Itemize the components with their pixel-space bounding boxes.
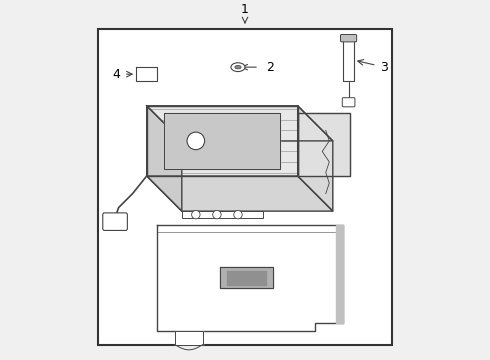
FancyBboxPatch shape xyxy=(341,35,357,42)
Text: 1: 1 xyxy=(241,3,249,16)
Text: 3: 3 xyxy=(380,60,388,74)
FancyBboxPatch shape xyxy=(343,98,355,107)
Circle shape xyxy=(234,211,242,219)
Ellipse shape xyxy=(231,63,245,72)
Polygon shape xyxy=(136,67,157,81)
Polygon shape xyxy=(227,271,266,285)
Polygon shape xyxy=(297,106,333,211)
Polygon shape xyxy=(147,176,333,211)
Polygon shape xyxy=(147,106,182,211)
FancyBboxPatch shape xyxy=(103,213,127,230)
Circle shape xyxy=(192,211,200,219)
Polygon shape xyxy=(220,267,273,288)
Text: 2: 2 xyxy=(266,60,274,74)
Bar xyxy=(98,28,392,345)
Polygon shape xyxy=(157,225,343,330)
Polygon shape xyxy=(336,225,343,324)
Polygon shape xyxy=(147,106,333,141)
Polygon shape xyxy=(343,39,354,81)
Circle shape xyxy=(187,132,205,150)
Circle shape xyxy=(213,211,221,219)
Polygon shape xyxy=(164,113,280,169)
Polygon shape xyxy=(182,211,263,218)
Polygon shape xyxy=(297,113,350,176)
Ellipse shape xyxy=(235,66,241,69)
Polygon shape xyxy=(175,330,203,345)
Polygon shape xyxy=(147,106,297,176)
Text: 4: 4 xyxy=(113,68,121,81)
